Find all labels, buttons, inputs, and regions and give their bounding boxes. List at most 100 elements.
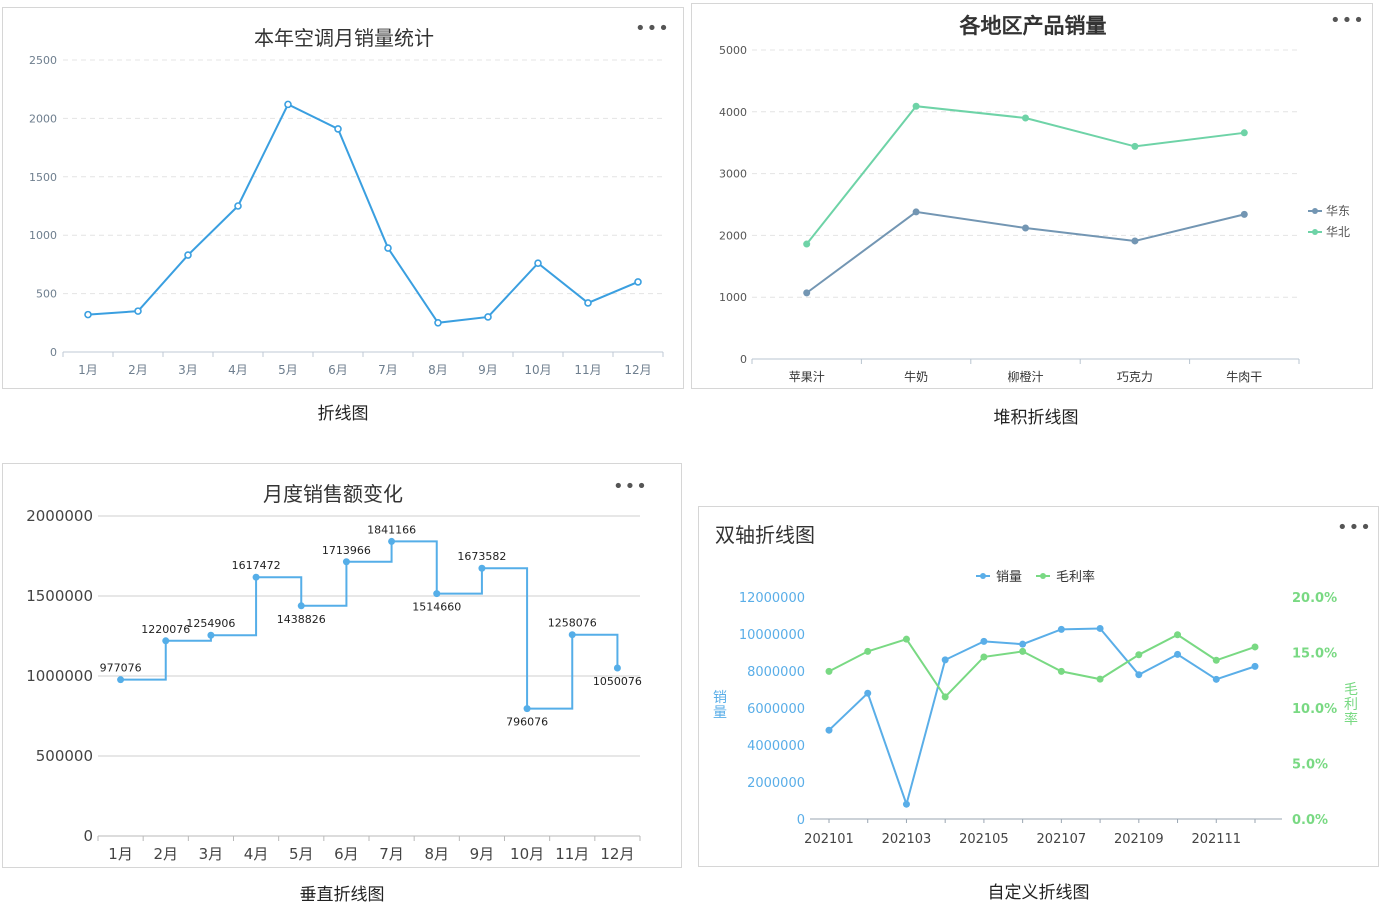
data-point bbox=[342, 558, 350, 566]
y-right-axis-label-char: 率 bbox=[1344, 711, 1358, 728]
x-tick-label: 202107 bbox=[1037, 832, 1087, 847]
data-point-margin bbox=[902, 635, 910, 643]
data-point-margin bbox=[1057, 667, 1065, 675]
x-tick-label: 202109 bbox=[1114, 832, 1164, 847]
data-point-sales bbox=[825, 726, 833, 734]
data-point bbox=[568, 631, 576, 639]
data-label: 796076 bbox=[506, 716, 548, 729]
data-point bbox=[484, 313, 492, 321]
data-label: 1438826 bbox=[277, 613, 326, 626]
data-point-margin bbox=[1174, 631, 1182, 639]
y-left-tick-label: 2000000 bbox=[747, 776, 805, 791]
data-point bbox=[384, 244, 392, 252]
data-point-sales bbox=[1019, 640, 1027, 648]
data-point-margin bbox=[980, 653, 988, 661]
chart-panel-dual-axis: 双轴折线图 ••• 0 2000000 4000000 6000000 8000000 1… bbox=[698, 506, 1379, 867]
data-point bbox=[1240, 129, 1248, 137]
x-tick-label: 3月 bbox=[178, 363, 198, 377]
data-point bbox=[162, 637, 170, 645]
y-tick-label: 0 bbox=[50, 346, 57, 359]
data-point bbox=[84, 310, 92, 319]
chart-caption: 自定义折线图 bbox=[987, 883, 1090, 903]
more-horizontal-icon[interactable]: ••• bbox=[635, 18, 670, 39]
x-tick-label: 8月 bbox=[424, 845, 449, 863]
data-label: 1841166 bbox=[367, 523, 416, 536]
y-right-tick-label: 15.0% bbox=[1292, 647, 1337, 662]
chart-panel-regional-sales: 各地区产品销量 ••• 0 1000 2000 3000 4000 5000 华东 华北 苹果汁… bbox=[691, 3, 1373, 389]
data-point-margin bbox=[1135, 651, 1143, 659]
data-point bbox=[334, 125, 342, 133]
y-right-tick-label: 20.0% bbox=[1292, 591, 1337, 606]
dual-axis-line-chart: 0 2000000 4000000 6000000 8000000 10000000 120… bbox=[713, 569, 1358, 847]
data-point-margin bbox=[1212, 656, 1220, 664]
chart-title: 各地区产品销量 bbox=[959, 14, 1107, 38]
x-tick-label: 202105 bbox=[959, 832, 1009, 847]
data-point-margin bbox=[1251, 643, 1259, 651]
chart-title: 双轴折线图 bbox=[715, 523, 815, 547]
legend-label: 销量 bbox=[996, 570, 1022, 585]
data-label: 1514660 bbox=[412, 601, 461, 614]
data-point bbox=[433, 590, 441, 598]
data-point-margin bbox=[941, 693, 949, 701]
x-tick-label: 2月 bbox=[153, 845, 178, 863]
x-tick-label: 巧克力 bbox=[1117, 370, 1153, 384]
more-horizontal-icon[interactable]: ••• bbox=[1330, 10, 1365, 31]
y-left-tick-label: 10000000 bbox=[739, 628, 805, 643]
y-right-tick-label: 0.0% bbox=[1292, 813, 1328, 828]
data-point-margin bbox=[825, 667, 833, 675]
data-point-sales bbox=[864, 689, 872, 697]
x-tick-label: 202103 bbox=[882, 832, 932, 847]
data-point bbox=[388, 537, 396, 545]
y-tick-label: 1000000 bbox=[26, 667, 93, 685]
series-line bbox=[806, 210, 1245, 294]
data-point bbox=[523, 705, 531, 713]
data-point-sales bbox=[1135, 671, 1143, 679]
x-tick-label: 10月 bbox=[524, 363, 551, 377]
data-point bbox=[803, 289, 811, 297]
y-tick-label: 2500 bbox=[29, 54, 57, 67]
y-tick-label: 0 bbox=[83, 827, 93, 845]
x-tick-label: 柳橙汁 bbox=[1007, 369, 1043, 384]
data-point-sales bbox=[1212, 675, 1220, 683]
data-point-margin bbox=[1096, 675, 1104, 683]
data-point-margin bbox=[864, 647, 872, 655]
more-horizontal-icon[interactable]: ••• bbox=[1337, 517, 1372, 538]
x-tick-label: 202111 bbox=[1191, 832, 1241, 847]
x-tick-label: 8月 bbox=[428, 363, 448, 377]
more-horizontal-icon[interactable]: ••• bbox=[613, 476, 648, 497]
data-point bbox=[912, 208, 920, 216]
data-point-margin bbox=[1019, 647, 1027, 655]
data-point bbox=[1240, 210, 1248, 218]
y-left-tick-label: 0 bbox=[797, 813, 805, 828]
x-tick-label: 202101 bbox=[804, 832, 854, 847]
x-tick-label: 3月 bbox=[199, 845, 224, 863]
data-point-sales bbox=[1057, 625, 1065, 633]
data-point bbox=[284, 100, 292, 109]
data-point bbox=[584, 299, 592, 307]
series-line-sales bbox=[828, 627, 1256, 808]
data-label: 1258076 bbox=[548, 617, 597, 630]
x-tick-label: 5月 bbox=[289, 845, 314, 863]
data-label: 1617472 bbox=[232, 559, 281, 572]
y-tick-label: 1000 bbox=[719, 291, 747, 304]
series-line bbox=[805, 105, 1245, 245]
x-tick-label: 7月 bbox=[379, 845, 404, 863]
data-point bbox=[478, 564, 486, 572]
data-label: 977076 bbox=[100, 662, 142, 675]
series-line-margin bbox=[828, 633, 1256, 699]
line-chart: 0 500 1000 1500 2000 2500 1月 2月 3月 4月 5月 6月 7月 8月 9月 10… bbox=[29, 54, 664, 377]
y-tick-label: 1500000 bbox=[26, 587, 93, 605]
x-tick-label: 11月 bbox=[574, 363, 601, 377]
data-label: 1713966 bbox=[322, 544, 371, 557]
legend-label: 华北 bbox=[1326, 225, 1350, 239]
y-tick-label: 1500 bbox=[29, 171, 57, 184]
y-tick-label: 5000 bbox=[719, 44, 747, 57]
y-left-axis-label-char: 销 bbox=[713, 690, 727, 706]
data-point bbox=[134, 307, 142, 315]
y-left-axis-label-char: 量 bbox=[713, 705, 727, 721]
y-tick-label: 2000 bbox=[29, 112, 57, 125]
y-left-tick-label: 8000000 bbox=[747, 665, 805, 680]
y-tick-label: 500000 bbox=[36, 747, 93, 765]
x-tick-label: 6月 bbox=[328, 363, 348, 377]
y-right-axis-label-char: 利 bbox=[1344, 697, 1358, 713]
